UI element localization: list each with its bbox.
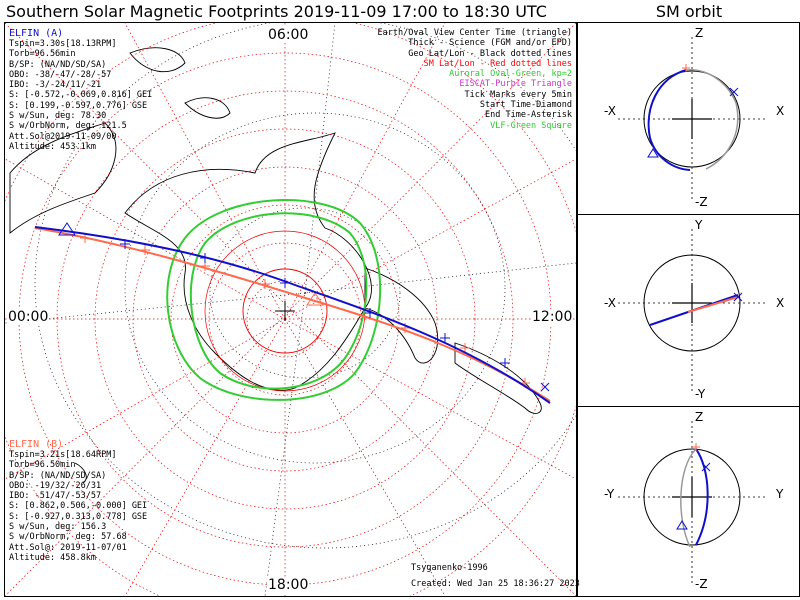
legend-item: SM Lat/Lon - Red dotted lines xyxy=(423,58,572,69)
footprint-map xyxy=(5,23,576,596)
pole-cross xyxy=(275,301,295,321)
sm-grid xyxy=(5,23,576,596)
elfin-a-info: ELFIN (A) Tspin=3.30s[18.13RPM] Torb=96.… xyxy=(9,28,152,152)
elfin-a-line: Tspin=3.30s[18.13RPM] xyxy=(9,39,117,49)
elfin-b-line: IBO: -51/47/-53/57 xyxy=(9,491,102,502)
footprint-map-panel: 06:00 00:00 12:00 18:00 ELFIN (A) Tspin=… xyxy=(4,22,580,597)
legend-item: VLF-Green Square xyxy=(490,120,572,131)
legend-item: Geo Lat/Lon - Black dotted lines xyxy=(408,48,572,59)
auroral-oval-inner xyxy=(189,212,368,390)
legend-item: EISCAT-Purple Triangle xyxy=(459,79,572,90)
elfin-b-line: Att.Sol@: 2019-11-07/01 xyxy=(9,542,127,553)
clock-label-left: 00:00 xyxy=(7,309,50,325)
elfin-a-line: IBO: -3/-24/11/-21 xyxy=(9,80,102,91)
orbit2-bottom-label: -Y xyxy=(695,387,706,401)
legend-item: Thick - Science (FGM and/or EPD) xyxy=(408,38,572,49)
elfin-a-line: OBO: -38/-47/-28/-57 xyxy=(9,69,112,80)
plot-title: Southern Solar Magnetic Footprints 2019-… xyxy=(6,2,547,21)
legend-item: Tick Marks every 5min xyxy=(464,89,572,100)
elfin-a-line: Att.Sol@2019-11-09/00 xyxy=(9,131,117,142)
orbit3-left-label: -Y xyxy=(604,487,615,501)
elfin-b-line: Altitude: 458.8km xyxy=(9,552,96,563)
elfin-b-line: S w/Sun, deg: 156.3 xyxy=(9,522,107,533)
elfin-b-name: ELFIN (B) xyxy=(9,439,64,450)
orbit2-top-label: Y xyxy=(695,218,703,232)
legend-item: Start Time-Diamond xyxy=(479,100,572,111)
island-outline-3 xyxy=(74,462,87,484)
elfin-a-track xyxy=(34,222,551,404)
orbit-title: SM orbit xyxy=(655,2,723,21)
orbit1-bottom-label: -Z xyxy=(695,195,708,209)
orbit3-right-label: Y xyxy=(776,487,784,501)
auroral-oval-outer xyxy=(166,199,382,401)
elfin-b-line: Tspin=3.21s[18.64RPM] xyxy=(9,450,117,460)
orbit-panel-xz: Z -Z -X X xyxy=(577,22,800,215)
orbit1-right-label: X xyxy=(776,104,785,118)
elfin-a-line: S: [0.199,-0.597,0.776] GSE xyxy=(9,100,148,111)
elfin-b-line: S: [-0.927,0.313,0.778] GSE xyxy=(9,511,148,522)
clock-label-bottom: 18:00 xyxy=(267,577,310,593)
elfin-b-line: B/SP: (NA/ND/SD/SA) xyxy=(9,470,107,481)
legend-item: End Time-Asterisk xyxy=(485,110,572,121)
orbit3-top-label: Z xyxy=(695,410,704,424)
sm-inner-circle xyxy=(242,268,328,354)
south-america-outline xyxy=(454,342,542,414)
orbit-panel-xy: Y -Y -X X xyxy=(577,214,800,407)
model-label: Tsyganenko-1996 xyxy=(411,563,488,573)
auroral-ovals xyxy=(166,199,382,401)
elfin-b-line: Torb=96.50min xyxy=(9,460,76,471)
orbit1-top-label: Z xyxy=(695,26,704,40)
elfin-a-line: S: [-0.572,-0.069,0.816] GEI xyxy=(9,90,153,101)
elfin-a-name: ELFIN (A) xyxy=(9,28,64,39)
elfin-a-orbit-yz xyxy=(695,448,709,546)
elfin-a-orbit-xz xyxy=(647,69,691,171)
elfin-b-info: ELFIN (B) Tspin=3.21s[18.64RPM] Torb=96.… xyxy=(9,439,147,563)
clock-label-top: 06:00 xyxy=(267,27,310,43)
legend-item: Earth/Oval View Center Time (triangle) xyxy=(377,28,572,38)
elfin-b-line: OBO: -19/32/-26/31 xyxy=(9,480,102,491)
orbit2-right-label: X xyxy=(776,296,785,310)
elfin-b-line: S w/OrbNorm, deg: 57.68 xyxy=(9,532,127,543)
orbit2-left-label: -X xyxy=(604,296,616,310)
coastlines xyxy=(9,47,542,484)
elfin-a-line: S w/Sun, deg: 78.30 xyxy=(9,111,107,122)
orbit3-bottom-label: -Z xyxy=(695,577,708,591)
clock-label-right: 12:00 xyxy=(531,309,574,325)
elfin-a-line: Altitude: 453.1km xyxy=(9,141,96,152)
elfin-a-line: Torb=96.56min xyxy=(9,49,76,60)
antarctic-peninsula xyxy=(364,267,439,364)
antarctica-outline xyxy=(124,132,372,391)
elfin-a-line: B/SP: (NA/ND/SD/SA) xyxy=(9,59,107,70)
orbit-panel-yz: Z -Z -Y Y xyxy=(577,406,800,597)
created-label: Created: Wed Jan 25 18:36:27 2023 xyxy=(411,579,580,589)
orbit1-left-label: -X xyxy=(604,104,616,118)
elfin-a-line: S w/OrbNorm, deg: 121.5 xyxy=(9,121,127,132)
legend: Earth/Oval View Center Time (triangle) T… xyxy=(378,28,572,131)
legend-item: Auroral Oval-Green, kp=2 xyxy=(449,69,572,80)
island-outline-2 xyxy=(129,47,186,73)
elfin-b-line: S: [0.862,0.506,-0.000] GEI xyxy=(9,501,148,512)
africa-outline xyxy=(9,122,117,234)
island-outline xyxy=(184,97,231,119)
